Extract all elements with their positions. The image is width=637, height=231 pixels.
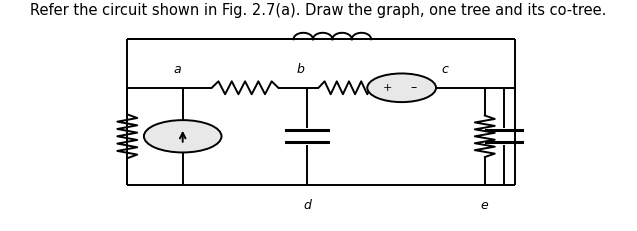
Text: Refer the circuit shown in Fig. 2.7(a). Draw the graph, one tree and its co-tree: Refer the circuit shown in Fig. 2.7(a). … xyxy=(31,3,606,18)
Text: c: c xyxy=(441,63,448,76)
Text: a: a xyxy=(173,63,181,76)
Text: –: – xyxy=(411,81,417,94)
Text: +: + xyxy=(383,83,392,93)
Circle shape xyxy=(368,73,436,102)
Text: e: e xyxy=(481,199,489,212)
Text: b: b xyxy=(297,63,304,76)
Circle shape xyxy=(144,120,222,152)
Text: d: d xyxy=(303,199,311,212)
